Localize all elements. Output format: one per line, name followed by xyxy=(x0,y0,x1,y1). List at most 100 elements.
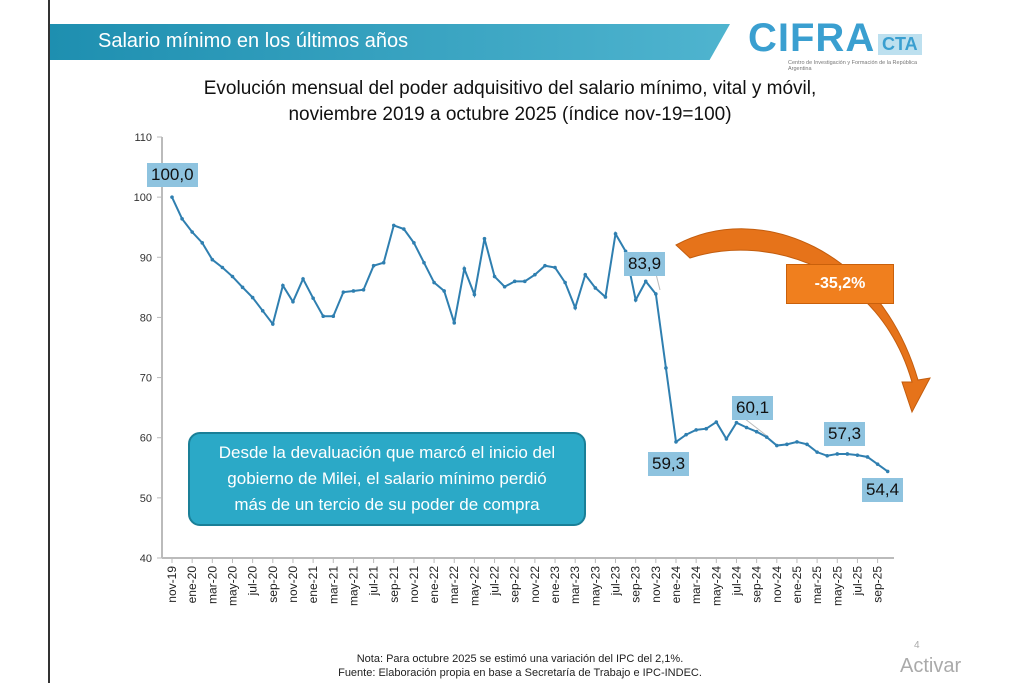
data-point xyxy=(694,428,698,432)
data-point xyxy=(664,366,668,370)
data-point xyxy=(391,223,396,228)
data-point xyxy=(502,284,507,289)
series-line xyxy=(171,196,889,473)
x-tick-label: ene-21 xyxy=(306,566,320,604)
data-point xyxy=(865,455,870,459)
data-point xyxy=(573,306,577,310)
x-tick-label: nov-22 xyxy=(528,566,542,603)
x-tick-label: ene-22 xyxy=(427,566,441,604)
x-tick-label: may-20 xyxy=(225,566,239,606)
y-tick-label: 100 xyxy=(134,192,152,204)
data-point xyxy=(643,279,648,284)
data-point xyxy=(371,263,376,268)
x-tick-label: mar-20 xyxy=(205,566,219,604)
data-point xyxy=(291,299,295,304)
logo-subtitle: Centro de Investigación y Formación de l… xyxy=(788,60,918,72)
x-tick-label: may-25 xyxy=(830,566,844,606)
x-tick-label: ene-23 xyxy=(548,566,562,604)
data-point xyxy=(724,437,729,441)
data-point xyxy=(553,265,557,270)
x-tick-label: sep-23 xyxy=(629,566,643,603)
curved-arrow-icon xyxy=(675,228,931,414)
data-point xyxy=(230,274,235,279)
change-badge: -35,2% xyxy=(786,264,894,304)
footnote-source: Fuente: Elaboración propia en base a Sec… xyxy=(338,667,702,679)
activation-watermark: Activar xyxy=(900,655,962,677)
data-point xyxy=(402,227,406,231)
y-tick-label: 110 xyxy=(134,132,152,144)
data-point xyxy=(311,296,315,300)
x-tick-label: mar-22 xyxy=(447,566,461,604)
data-label: 83,9 xyxy=(624,252,666,276)
x-tick-label: nov-20 xyxy=(286,566,300,603)
data-point xyxy=(714,420,719,424)
x-tick-label: ene-20 xyxy=(185,566,199,604)
x-tick-label: ene-25 xyxy=(790,566,804,604)
chart-title: Evolución mensual del poder adquisitivo … xyxy=(120,76,900,128)
data-point xyxy=(442,289,446,293)
logo-name: CIFRA xyxy=(748,16,876,60)
callout-box: Desde la devaluación que marcó el inicio… xyxy=(188,432,586,526)
data-point xyxy=(785,442,789,447)
data-point xyxy=(855,453,860,457)
data-point xyxy=(754,429,759,434)
data-point xyxy=(512,279,517,284)
callout-line-3: más de un tercio de su poder de compra xyxy=(234,495,540,514)
x-tick-label: sep-25 xyxy=(871,566,885,603)
chart-title-line-2: noviembre 2019 a octubre 2025 (índice no… xyxy=(288,104,732,125)
x-tick-label: mar-21 xyxy=(326,566,340,604)
callout-line-1: Desde la devaluación que marcó el inicio… xyxy=(218,443,556,462)
data-point xyxy=(452,321,457,325)
x-tick-label: mar-23 xyxy=(568,566,582,604)
data-label: 59,3 xyxy=(648,452,690,476)
data-point xyxy=(412,241,416,245)
x-tick-label: nov-19 xyxy=(165,566,179,603)
data-point xyxy=(654,292,658,296)
data-point xyxy=(472,292,477,297)
x-tick-label: sep-20 xyxy=(266,566,280,603)
data-point xyxy=(210,257,215,262)
x-tick-label: may-24 xyxy=(709,566,723,606)
data-point xyxy=(734,420,739,425)
x-tick-label: nov-24 xyxy=(770,566,784,603)
x-tick-label: mar-24 xyxy=(689,566,703,604)
x-tick-label: mar-25 xyxy=(810,566,824,604)
footnote: Nota: Para octubre 2025 se estimó una va… xyxy=(200,652,840,680)
x-tick-label: may-22 xyxy=(467,566,481,606)
x-tick-label: jul-23 xyxy=(609,566,623,597)
x-tick-label: sep-22 xyxy=(508,566,522,603)
data-point xyxy=(563,280,567,285)
data-point xyxy=(795,440,799,444)
data-point xyxy=(533,272,537,277)
data-label: 54,4 xyxy=(862,478,904,502)
y-tick-label: 60 xyxy=(140,433,152,445)
x-tick-label: nov-23 xyxy=(649,566,663,603)
x-tick-label: jul-22 xyxy=(488,566,502,597)
data-point xyxy=(835,452,840,456)
callout-line-2: gobierno de Milei, el salario mínimo per… xyxy=(227,469,547,488)
data-point xyxy=(170,195,174,199)
data-point xyxy=(704,426,709,431)
x-tick-label: sep-24 xyxy=(750,566,764,603)
data-point xyxy=(674,440,678,444)
data-point xyxy=(180,216,184,221)
page-number: 4 xyxy=(914,640,920,651)
footnote-note: Nota: Para octubre 2025 se estimó una va… xyxy=(356,653,684,665)
data-point xyxy=(331,314,336,319)
data-point xyxy=(633,298,638,302)
data-point xyxy=(845,452,850,456)
y-tick-label: 50 xyxy=(140,493,152,505)
x-tick-label: jul-21 xyxy=(367,566,381,597)
data-point xyxy=(775,443,779,448)
x-tick-label: jul-20 xyxy=(246,566,260,597)
y-tick-label: 70 xyxy=(140,373,152,385)
data-point xyxy=(875,462,880,466)
data-point xyxy=(281,283,285,288)
x-tick-label: sep-21 xyxy=(387,566,401,603)
slide-border xyxy=(48,0,50,683)
data-point xyxy=(240,285,245,290)
data-point xyxy=(684,432,688,437)
data-point xyxy=(583,272,588,277)
data-point xyxy=(250,295,255,300)
data-point xyxy=(815,450,819,454)
